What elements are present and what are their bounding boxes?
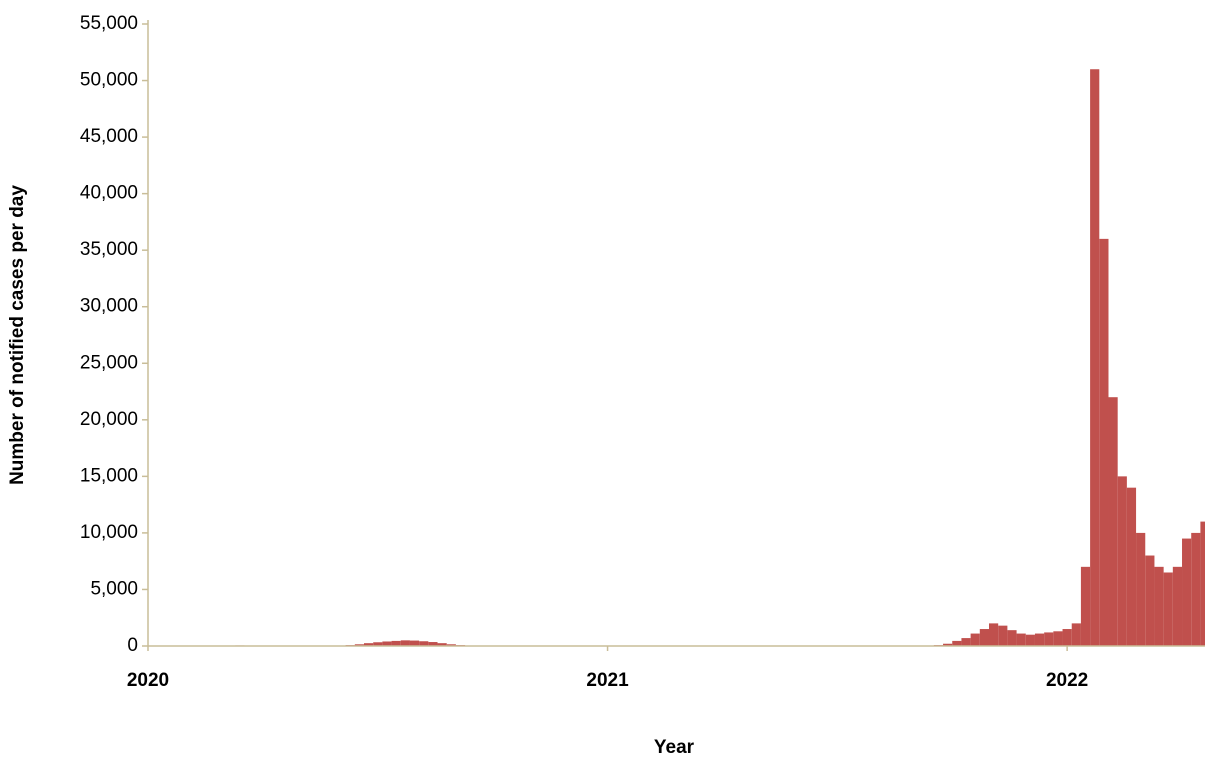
bar — [952, 640, 962, 646]
bar — [943, 643, 953, 646]
bar — [1172, 566, 1183, 646]
bar — [1099, 238, 1109, 646]
y-tick-label: 10,000 — [80, 522, 138, 543]
bar — [446, 644, 456, 646]
x-tick-label: 2020 — [127, 670, 169, 691]
y-tick-label: 25,000 — [80, 352, 138, 373]
bar — [1071, 623, 1081, 646]
bar — [1200, 521, 1205, 646]
y-axis-label: Number of notified cases per day — [7, 185, 28, 485]
bar — [363, 643, 374, 646]
bar — [1154, 566, 1164, 646]
bar — [409, 640, 420, 646]
y-tick-label: 5,000 — [90, 578, 138, 599]
bar — [382, 641, 392, 646]
bar — [437, 643, 447, 646]
bar — [1007, 630, 1017, 646]
y-tick-label: 30,000 — [80, 296, 138, 317]
y-tick-label: 50,000 — [80, 70, 138, 91]
bar — [354, 644, 364, 646]
x-axis-label: Year — [654, 737, 695, 758]
bar — [979, 629, 990, 646]
bar — [1117, 476, 1127, 646]
bar — [970, 633, 980, 646]
bar — [428, 642, 438, 646]
bar — [1080, 566, 1091, 646]
bar — [1062, 629, 1072, 646]
bar — [419, 641, 429, 646]
bar — [400, 640, 410, 646]
bar — [1044, 632, 1054, 646]
y-tick-label: 55,000 — [80, 13, 138, 34]
bar — [1053, 631, 1063, 646]
bar — [1034, 633, 1045, 646]
y-tick-label: 0 — [127, 635, 138, 656]
bar — [1136, 532, 1146, 646]
bar — [961, 638, 971, 646]
bar — [391, 640, 401, 646]
bar — [373, 642, 383, 646]
y-tick-label: 45,000 — [80, 126, 138, 147]
y-tick-label: 35,000 — [80, 239, 138, 260]
y-tick-label: 40,000 — [80, 183, 138, 204]
bar — [1126, 487, 1137, 646]
bar — [1145, 555, 1155, 646]
bar — [1108, 397, 1118, 646]
bar — [998, 625, 1008, 646]
y-tick-label: 15,000 — [80, 465, 138, 486]
bar — [989, 623, 999, 646]
bar — [1016, 633, 1026, 646]
x-tick-label: 2021 — [586, 670, 629, 691]
bar — [1191, 532, 1201, 646]
x-tick-label: 2022 — [1046, 670, 1088, 691]
y-tick-label: 20,000 — [80, 409, 138, 430]
bar — [1182, 538, 1192, 646]
bar — [1090, 69, 1100, 646]
bar — [1163, 572, 1173, 646]
bar — [1025, 634, 1035, 646]
